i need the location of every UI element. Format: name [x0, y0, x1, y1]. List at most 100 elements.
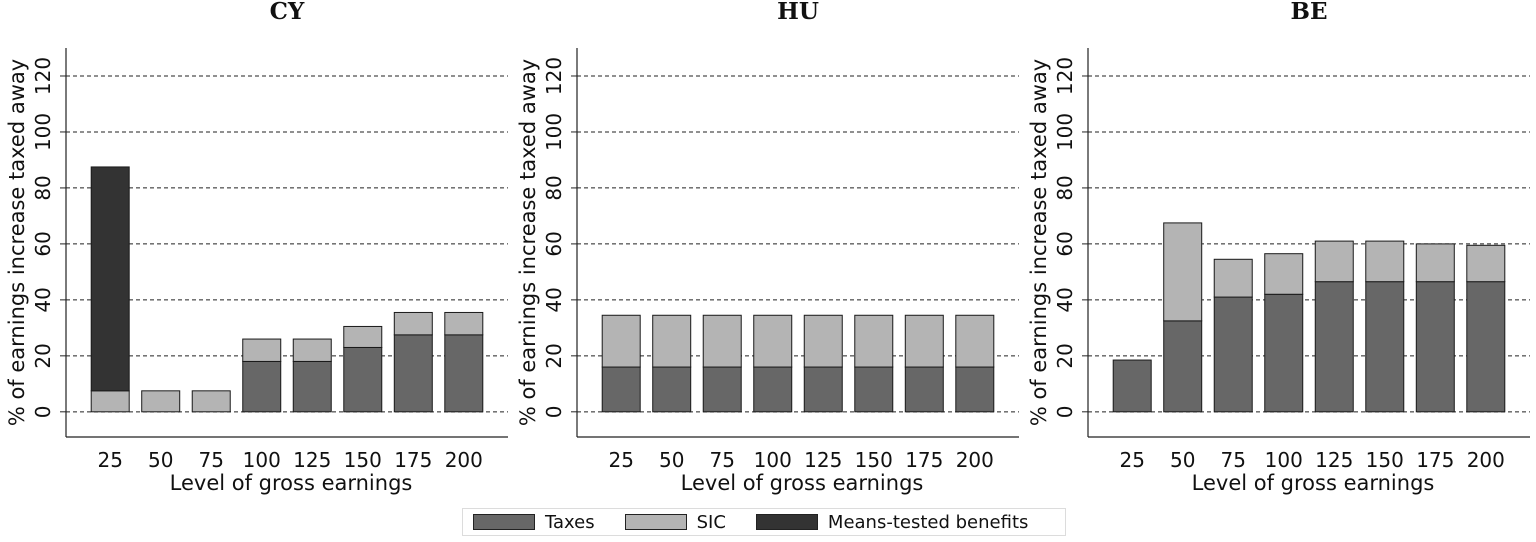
bar-be-sic-150 [1365, 240, 1405, 283]
x-tick-label-cy-25: 25 [97, 448, 122, 472]
panel-title-be: BE [1291, 0, 1328, 25]
bar-cy-sic-125 [292, 338, 332, 362]
bar-be-taxes-100 [1264, 293, 1304, 413]
y-tick-label-be-0: 0 [1053, 405, 1077, 418]
legend: Taxes SIC Means-tested benefits [462, 508, 1066, 536]
x-tick-label-cy-125: 125 [293, 448, 331, 472]
y-tick-label-hu-20: 20 [542, 343, 566, 368]
x-tick-label-cy-75: 75 [199, 448, 224, 472]
bar-be-taxes-125 [1314, 281, 1354, 413]
y-tick-label-hu-120: 120 [542, 57, 566, 95]
y-tick-label-cy-60: 60 [31, 231, 55, 256]
bar-hu-sic-25 [601, 314, 641, 368]
legend-label-taxes: Taxes [545, 511, 595, 533]
y-tick-label-be-120: 120 [1053, 57, 1077, 95]
bar-cy-sic-50 [141, 390, 181, 413]
x-axis-label-hu: Level of gross earnings [681, 471, 924, 495]
y-tick-label-cy-0: 0 [31, 405, 55, 418]
x-tick-label-cy-200: 200 [445, 448, 483, 472]
panel-be: BE 0 20 40 60 80 100 120% of earnings increase … [1027, 0, 1530, 495]
y-tick-label-be-80: 80 [1053, 175, 1077, 200]
bar-hu-taxes-175 [904, 366, 944, 413]
x-tick-label-hu-175: 175 [905, 448, 943, 472]
x-tick-label-hu-200: 200 [956, 448, 994, 472]
bar-hu-taxes-25 [601, 366, 641, 413]
bar-hu-taxes-50 [652, 366, 692, 413]
bar-be-taxes-150 [1365, 281, 1405, 413]
bar-hu-sic-50 [652, 314, 692, 368]
y-tick-label-be-20: 20 [1053, 343, 1077, 368]
bar-hu-taxes-100 [753, 366, 793, 413]
y-tick-label-cy-120: 120 [31, 57, 55, 95]
y-tick-label-hu-100: 100 [542, 113, 566, 151]
bar-hu-taxes-200 [955, 366, 995, 413]
x-tick-label-hu-25: 25 [608, 448, 633, 472]
bar-hu-sic-200 [955, 314, 995, 368]
x-tick-label-be-50: 50 [1170, 448, 1195, 472]
bar-be-taxes-50 [1163, 320, 1203, 413]
x-tick-label-be-25: 25 [1119, 448, 1144, 472]
x-axis-label-cy: Level of gross earnings [170, 471, 413, 495]
x-tick-label-be-100: 100 [1265, 448, 1303, 472]
y-tick-label-hu-60: 60 [542, 231, 566, 256]
panel-hu: HU 0 20 40 60 80 100 120% of earnings increase … [516, 0, 1019, 495]
y-tick-label-cy-20: 20 [31, 343, 55, 368]
bar-be-sic-200 [1466, 244, 1506, 283]
panel-title-cy: CY [270, 0, 305, 25]
bar-cy-sic-175 [393, 311, 433, 336]
bar-be-taxes-25 [1112, 359, 1152, 413]
bar-be-sic-100 [1264, 253, 1304, 295]
panel-title-hu: HU [777, 0, 819, 25]
y-tick-label-hu-40: 40 [542, 287, 566, 312]
bar-cy-sic-100 [242, 338, 282, 362]
legend-item-sic: SIC [624, 511, 726, 533]
x-tick-label-cy-100: 100 [243, 448, 281, 472]
bar-hu-sic-75 [702, 314, 742, 368]
bar-cy-taxes-125 [292, 360, 332, 413]
bar-hu-sic-100 [753, 314, 793, 368]
legend-item-taxes: Taxes [473, 512, 595, 533]
y-tick-label-be-40: 40 [1053, 287, 1077, 312]
x-tick-label-hu-125: 125 [804, 448, 842, 472]
x-tick-label-hu-150: 150 [855, 448, 893, 472]
y-tick-label-cy-40: 40 [31, 287, 55, 312]
bar-cy-sic-75 [191, 390, 231, 413]
x-tick-label-cy-50: 50 [148, 448, 173, 472]
y-tick-label-hu-0: 0 [542, 405, 566, 418]
y-axis-label-hu: % of earnings increase taxed away [516, 59, 540, 426]
bar-cy-taxes-175 [393, 334, 433, 413]
bar-cy-sic-200 [444, 311, 484, 336]
y-tick-label-hu-80: 80 [542, 175, 566, 200]
bar-be-sic-175 [1415, 243, 1455, 283]
bar-hu-taxes-75 [702, 366, 742, 413]
bar-be-taxes-175 [1415, 281, 1455, 413]
bar-cy-taxes-100 [242, 360, 282, 413]
bar-cy-taxes-200 [444, 334, 484, 413]
y-axis-label-cy: % of earnings increase taxed away [5, 59, 29, 426]
y-axis-label-be: % of earnings increase taxed away [1027, 59, 1051, 426]
y-tick-label-be-100: 100 [1053, 113, 1077, 151]
bar-hu-taxes-125 [803, 366, 843, 413]
bar-be-sic-125 [1314, 240, 1354, 283]
bar-cy-sic-150 [343, 325, 383, 348]
x-tick-label-hu-75: 75 [710, 448, 735, 472]
legend-swatch-taxes [473, 514, 535, 530]
y-tick-label-be-60: 60 [1053, 231, 1077, 256]
x-tick-label-be-175: 175 [1416, 448, 1454, 472]
bar-be-sic-50 [1163, 222, 1203, 322]
legend-item-means-tested-benefits: Means-tested benefits [755, 512, 1028, 533]
y-tick-label-cy-100: 100 [31, 113, 55, 151]
bar-hu-sic-175 [904, 314, 944, 368]
legend-label-sic: SIC [696, 511, 726, 533]
x-axis-label-be: Level of gross earnings [1192, 471, 1435, 495]
bar-be-taxes-200 [1466, 281, 1506, 413]
x-tick-label-cy-150: 150 [344, 448, 382, 472]
x-tick-label-cy-175: 175 [394, 448, 432, 472]
x-tick-label-be-125: 125 [1315, 448, 1353, 472]
bar-cy-taxes-150 [343, 346, 383, 413]
bar-cy-means-tested-benefits-25 [90, 166, 130, 392]
bar-hu-sic-150 [854, 314, 894, 368]
bar-be-sic-75 [1213, 258, 1253, 298]
x-tick-label-hu-50: 50 [659, 448, 684, 472]
